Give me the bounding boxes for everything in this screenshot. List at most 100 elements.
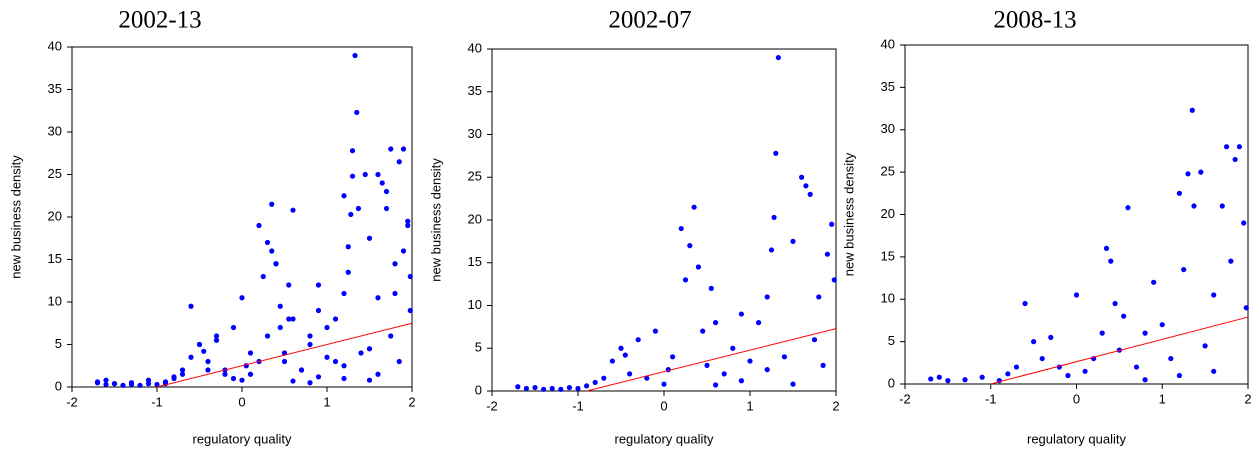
point <box>120 382 126 388</box>
point <box>239 377 245 383</box>
point <box>188 354 194 360</box>
point <box>405 222 411 229</box>
point <box>730 345 736 351</box>
point <box>256 222 262 229</box>
y-tick-label: 15 <box>48 251 62 266</box>
point <box>584 383 590 389</box>
point <box>541 386 547 392</box>
point <box>247 350 254 356</box>
y-tick-label: 0 <box>55 378 62 393</box>
point <box>358 350 364 356</box>
point <box>307 380 313 386</box>
y-tick-label: 5 <box>475 340 482 355</box>
point <box>799 174 805 180</box>
point <box>290 316 296 322</box>
point <box>566 384 573 391</box>
y-tick-label: 30 <box>881 121 895 136</box>
point <box>290 207 296 213</box>
point <box>1142 377 1148 383</box>
point <box>379 180 385 186</box>
y-axis-label: new business density <box>8 155 23 279</box>
point <box>407 307 413 314</box>
point <box>1176 372 1182 379</box>
point <box>773 150 779 156</box>
point <box>1185 171 1191 177</box>
point <box>375 171 381 178</box>
point <box>383 205 390 212</box>
point <box>764 294 770 300</box>
point <box>1241 220 1247 226</box>
point <box>349 148 356 154</box>
x-tick-label: 1 <box>1159 391 1166 406</box>
point <box>803 183 809 189</box>
point <box>523 385 530 392</box>
point <box>1112 300 1118 307</box>
point <box>928 376 934 382</box>
y-tick-label: 0 <box>888 375 895 390</box>
point <box>1228 258 1234 264</box>
point <box>1168 355 1174 362</box>
point <box>264 239 271 246</box>
point <box>829 221 835 227</box>
point <box>764 367 770 373</box>
x-tick-label: 0 <box>238 394 245 409</box>
point <box>807 191 813 197</box>
x-tick-label: 1 <box>746 398 753 413</box>
point <box>738 378 745 384</box>
y-tick-label: 35 <box>468 83 482 98</box>
y-tick-label: 30 <box>468 126 482 141</box>
x-axis-label: regulatory quality <box>615 431 714 446</box>
point <box>307 333 313 339</box>
point <box>1082 368 1088 374</box>
point <box>298 367 305 373</box>
point <box>1176 190 1182 196</box>
point <box>1065 372 1071 379</box>
point <box>670 354 676 360</box>
point <box>1159 322 1165 328</box>
x-axis-label: regulatory quality <box>1027 431 1126 446</box>
point <box>781 354 788 360</box>
y-tick-label: 25 <box>881 164 895 179</box>
point <box>747 358 753 364</box>
point <box>392 261 398 267</box>
point <box>618 345 624 351</box>
point <box>721 371 727 377</box>
point <box>1211 368 1217 374</box>
point <box>816 294 822 300</box>
point <box>936 374 942 380</box>
point <box>392 290 398 297</box>
point <box>345 269 351 275</box>
point <box>1151 279 1157 285</box>
point <box>366 346 373 352</box>
point <box>691 204 697 210</box>
point <box>269 248 275 254</box>
point <box>1031 339 1037 345</box>
point <box>286 282 292 288</box>
point <box>345 244 351 250</box>
y-tick-label: 25 <box>48 166 62 181</box>
chart-title: 2002-13 <box>118 7 201 34</box>
point <box>388 333 394 339</box>
point <box>1142 330 1148 336</box>
point <box>708 285 714 291</box>
point <box>738 311 745 317</box>
point <box>700 328 706 334</box>
x-tick-label: -2 <box>486 398 498 413</box>
point <box>362 171 368 178</box>
point <box>824 251 831 257</box>
point <box>281 358 288 365</box>
point <box>137 382 143 388</box>
point <box>1191 203 1197 209</box>
point <box>171 374 177 380</box>
point <box>315 374 322 380</box>
point <box>687 243 693 249</box>
point <box>264 333 271 339</box>
fit-line <box>586 328 837 392</box>
point <box>222 371 228 377</box>
y-tick-label: 5 <box>888 333 895 348</box>
point <box>515 384 521 390</box>
point <box>355 205 362 212</box>
point <box>661 381 667 387</box>
point <box>1219 203 1225 209</box>
point <box>1022 300 1028 307</box>
